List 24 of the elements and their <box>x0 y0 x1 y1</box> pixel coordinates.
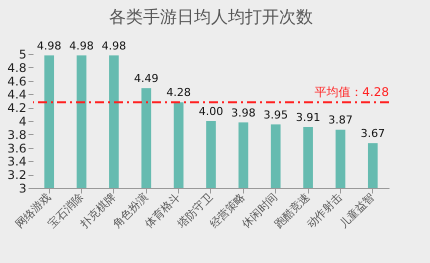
y-tick-label: 4.2 <box>7 101 26 116</box>
data-label: 4.98 <box>69 39 94 52</box>
data-label: 3.91 <box>296 111 320 124</box>
y-tick-label: 3.6 <box>7 141 26 156</box>
data-label: 4.98 <box>102 39 126 52</box>
data-label: 4.98 <box>36 39 62 52</box>
ref-line-label: 平均值：4.28 <box>314 85 389 100</box>
y-tick-label: 3.4 <box>7 154 26 169</box>
data-label: 4.49 <box>134 72 159 86</box>
data-label: 4.00 <box>198 105 224 118</box>
y-tick-label: 4.6 <box>7 74 26 88</box>
y-tick-label: 3.8 <box>7 128 26 142</box>
y-tick-label: 5 <box>18 48 26 62</box>
y-tick-label: 4.4 <box>7 88 26 102</box>
y-tick-label: 4 <box>18 114 26 128</box>
data-label: 4.28 <box>166 86 191 100</box>
y-tick-label: 4.8 <box>7 60 26 75</box>
data-label: 3.98 <box>231 106 256 120</box>
data-label: 3.95 <box>263 108 288 122</box>
y-tick-label: 3 <box>18 182 26 196</box>
chart-title: 各类手游日均人均打开次数 <box>109 7 313 28</box>
data-label: 3.67 <box>360 127 386 140</box>
data-label: 3.87 <box>328 114 353 127</box>
y-tick-label: 3.2 <box>7 168 26 182</box>
